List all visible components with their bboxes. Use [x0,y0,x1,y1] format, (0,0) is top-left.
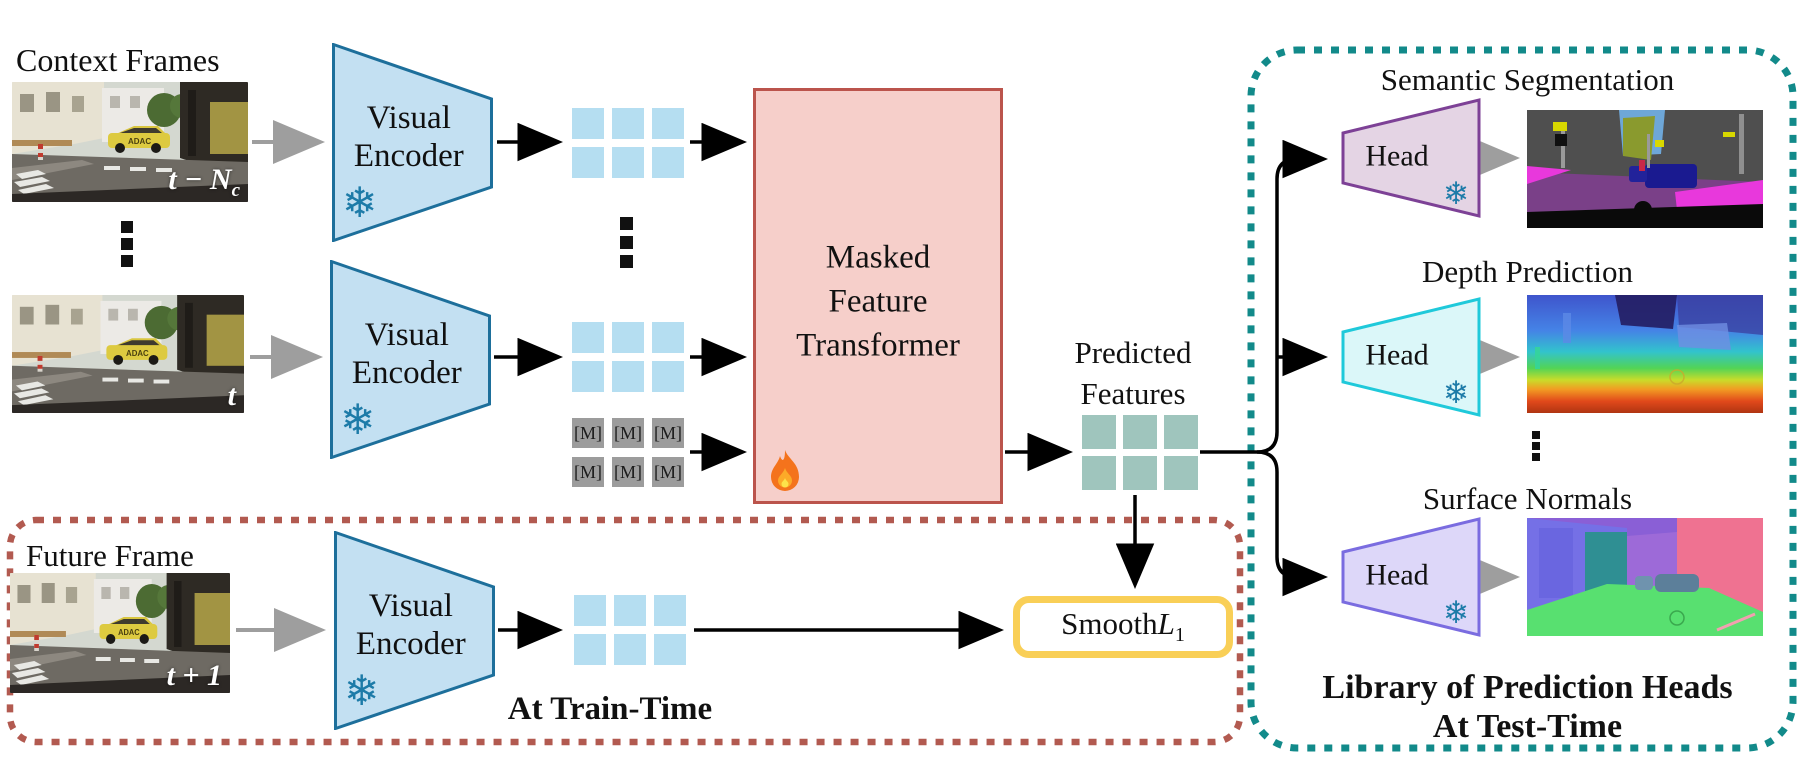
feature-tokens-2 [572,322,684,392]
depth-head: Head ❄ [1341,297,1481,417]
head-label: Head [1365,338,1429,372]
loss-label: SmoothL1 [1061,606,1185,647]
head-trapezoid [1341,297,1481,417]
encoder-label: Visual Encoder [353,99,464,174]
mask-token: [M] [612,457,644,487]
visual-encoder-3: Visual Encoder ❄ [334,531,495,730]
feature-tokens-future [574,595,686,665]
encoder-label: Visual Encoder [355,587,466,662]
transformer-label: Masked Feature Transformer [796,239,960,364]
encoder-trapezoid [334,531,495,730]
head-label: Head [1365,139,1429,173]
encoder-label: Visual Encoder [351,316,462,391]
mask-tokens: [M] [M] [M] [M] [M] [M] [572,418,684,487]
street-photo [12,295,244,413]
semantic-head: Head ❄ [1341,98,1481,218]
encoder-trapezoid [330,260,491,459]
mask-token: [M] [652,418,684,448]
semantic-segmentation-output [1527,110,1763,228]
fork-branch-up [1256,139,1328,454]
mask-token: [M] [572,418,604,448]
vertical-ellipsis-right [1532,431,1540,461]
context-frames-label: Context Frames [16,42,220,78]
snowflake-icon: ❄ [340,395,376,444]
snowflake-icon: ❄ [342,178,378,227]
depth-prediction-output [1527,295,1763,413]
head-trapezoid [1341,517,1481,637]
library-of-heads-label: Library of Prediction Heads At Test-Time [1322,669,1733,745]
mask-token: [M] [612,418,644,448]
future-frame-label: Future Frame [26,538,194,573]
encoder-trapezoid [332,43,493,242]
surface-normals-title: Surface Normals [1422,481,1633,516]
fire-icon [771,450,799,491]
snowflake-icon: ❄ [1443,176,1469,212]
predicted-features-label: Predicted Features [1074,335,1192,411]
at-train-time-label: At Train-Time [507,691,713,727]
fork-branch-down [1256,450,1328,597]
visual-encoder-2: Visual Encoder ❄ [330,260,491,459]
head-trapezoid [1341,98,1481,218]
frame2-time-label: t [227,379,236,412]
surface-normals-output [1527,518,1763,636]
masked-feature-transformer: Masked Feature Transformer [753,88,1003,504]
future-frame-photo: t + 1 [10,573,230,693]
context-frame-1: t − Nc [12,82,248,202]
predicted-feature-tokens [1082,415,1198,490]
normals-head: Head ❄ [1341,517,1481,637]
vertical-ellipsis-left [121,221,133,267]
test-time-box [1247,46,1797,752]
frame3-time-label: t + 1 [166,659,222,692]
snowflake-icon: ❄ [1443,595,1469,631]
mask-token: [M] [572,457,604,487]
semantic-segmentation-title: Semantic Segmentation [1380,62,1675,97]
depth-prediction-title: Depth Prediction [1422,254,1633,289]
visual-encoder-1: Visual Encoder ❄ [332,43,493,242]
frame1-time-label: t − Nc [168,163,240,201]
context-frame-2: t [12,295,244,413]
vertical-ellipsis-middle [620,217,633,268]
smooth-l1-loss-box: SmoothL1 [1013,596,1233,658]
head-label: Head [1365,558,1429,592]
mask-token: [M] [652,457,684,487]
snowflake-icon: ❄ [344,666,380,715]
feature-tokens-1 [572,108,684,178]
snowflake-icon: ❄ [1443,375,1469,411]
